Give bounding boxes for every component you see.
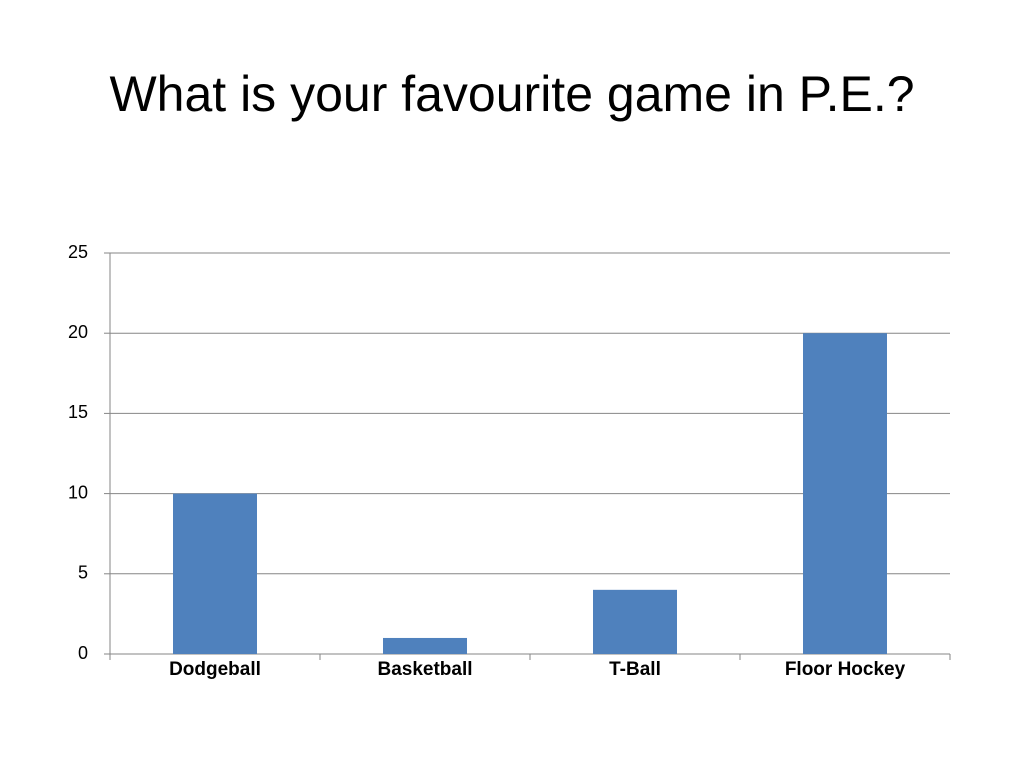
chart-title: What is your favourite game in P.E.?	[109, 66, 914, 122]
x-tick-label: Dodgeball	[169, 659, 261, 680]
y-tick-label: 25	[68, 242, 88, 262]
y-tick-label: 20	[68, 322, 88, 342]
x-tick-label: T-Ball	[609, 659, 661, 680]
bar	[593, 589, 677, 654]
y-tick-label: 10	[68, 482, 88, 502]
x-tick-label: Floor Hockey	[785, 659, 906, 680]
bar	[173, 493, 257, 654]
y-tick-label: 5	[78, 563, 88, 583]
y-tick-label: 0	[78, 643, 88, 663]
y-tick-label: 15	[68, 402, 88, 422]
x-tick-label: Basketball	[377, 659, 472, 680]
bar	[803, 333, 887, 654]
bar	[383, 637, 467, 654]
